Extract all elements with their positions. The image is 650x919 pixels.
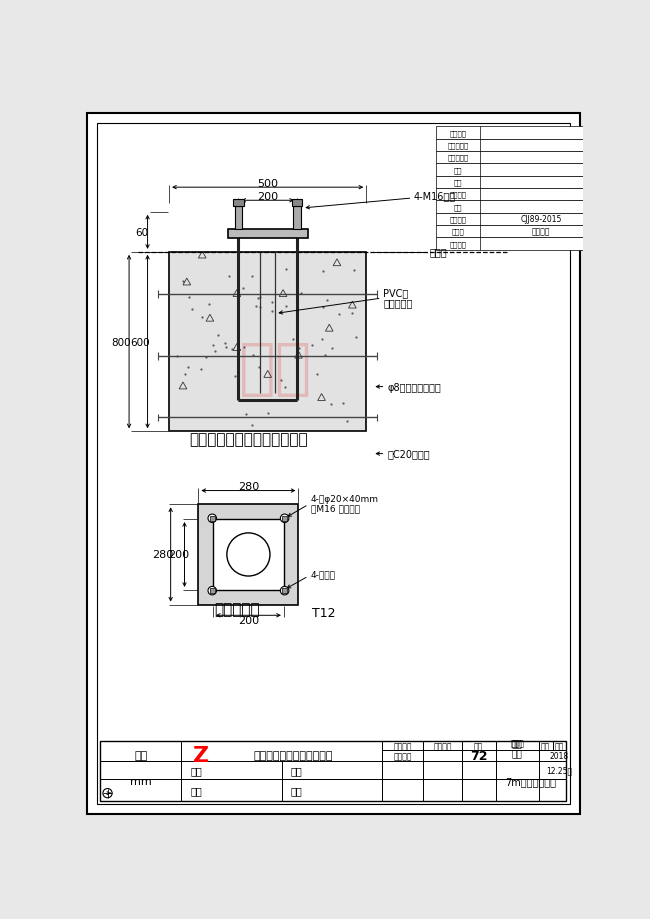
Text: 业务: 业务 bbox=[291, 766, 302, 776]
Text: 配M16 地脚螺栓: 配M16 地脚螺栓 bbox=[311, 504, 360, 513]
Bar bbox=[210, 588, 215, 594]
Text: 审定: 审定 bbox=[291, 785, 302, 795]
Text: 比例: 比例 bbox=[541, 741, 551, 750]
Text: 依据标准: 依据标准 bbox=[449, 216, 466, 222]
Ellipse shape bbox=[208, 515, 216, 523]
Text: T12: T12 bbox=[313, 606, 336, 619]
Text: 客户名称: 客户名称 bbox=[393, 741, 411, 750]
Bar bbox=[436, 201, 602, 213]
Text: 灯柱厚: 灯柱厚 bbox=[452, 229, 464, 235]
Text: 质量要求: 质量要求 bbox=[449, 191, 466, 199]
Text: PVC管: PVC管 bbox=[384, 288, 408, 298]
Bar bbox=[281, 516, 287, 522]
Bar bbox=[436, 152, 602, 165]
Text: 设计审核: 设计审核 bbox=[433, 741, 452, 750]
Text: 数量: 数量 bbox=[474, 741, 484, 750]
Text: 280: 280 bbox=[238, 482, 259, 492]
Text: 地平面: 地平面 bbox=[430, 247, 447, 256]
Text: 单位: 单位 bbox=[134, 750, 148, 760]
Text: 500: 500 bbox=[257, 178, 278, 188]
Text: 图纸
名称: 图纸 名称 bbox=[512, 740, 523, 759]
Bar bbox=[235, 207, 242, 230]
Text: 72: 72 bbox=[470, 749, 488, 762]
Text: 灯柱下口径: 灯柱下口径 bbox=[447, 154, 469, 161]
Ellipse shape bbox=[208, 586, 216, 596]
Text: 4-加强筋: 4-加强筋 bbox=[311, 570, 336, 579]
Text: 200: 200 bbox=[238, 615, 259, 625]
Bar bbox=[436, 238, 602, 250]
Bar bbox=[436, 226, 602, 238]
Text: 2018: 2018 bbox=[550, 751, 569, 760]
Bar bbox=[436, 140, 602, 152]
Text: 材料: 材料 bbox=[454, 167, 462, 174]
Text: 7m路灯基础图纸: 7m路灯基础图纸 bbox=[506, 776, 556, 786]
Text: 4-M16螺杆: 4-M16螺杆 bbox=[414, 190, 456, 200]
Bar bbox=[436, 188, 602, 201]
Bar bbox=[292, 200, 302, 207]
Text: 七度照明: 七度照明 bbox=[532, 227, 551, 236]
Text: 12.25日: 12.25日 bbox=[547, 766, 573, 775]
Text: mm: mm bbox=[130, 776, 151, 786]
Text: 4-孔φ20×40mm: 4-孔φ20×40mm bbox=[311, 494, 379, 504]
Text: φ8圆钢与主笼链接: φ8圆钢与主笼链接 bbox=[387, 382, 441, 392]
Text: 客户: 客户 bbox=[190, 766, 202, 776]
Text: Z: Z bbox=[193, 745, 209, 766]
Bar bbox=[436, 213, 602, 226]
Text: 280: 280 bbox=[152, 550, 174, 560]
Text: 规范等级: 规范等级 bbox=[449, 130, 466, 137]
Text: 情况: 情况 bbox=[454, 204, 462, 210]
Bar bbox=[169, 253, 366, 432]
Text: 七度: 七度 bbox=[239, 340, 312, 399]
Text: 200: 200 bbox=[257, 192, 278, 202]
Bar bbox=[210, 516, 215, 522]
Bar bbox=[281, 588, 287, 594]
Bar bbox=[233, 200, 244, 207]
Bar bbox=[227, 230, 307, 239]
Bar bbox=[436, 165, 602, 176]
Text: 工程名称: 工程名称 bbox=[393, 751, 411, 760]
Text: 漆序: 漆序 bbox=[454, 179, 462, 186]
Text: 支管日期: 支管日期 bbox=[449, 241, 466, 247]
Bar bbox=[198, 505, 298, 605]
Text: 东莞七度照明科技有限公司: 东莞七度照明科技有限公司 bbox=[254, 751, 333, 761]
Text: CJJ89-2015: CJJ89-2015 bbox=[521, 215, 562, 224]
Bar bbox=[293, 207, 301, 230]
Text: 60: 60 bbox=[135, 228, 148, 238]
Bar bbox=[436, 127, 602, 140]
Text: 施工图: 施工图 bbox=[510, 739, 524, 748]
Text: 800: 800 bbox=[112, 337, 131, 347]
Text: 灯柱上口径: 灯柱上口径 bbox=[447, 142, 469, 149]
Ellipse shape bbox=[280, 586, 289, 596]
Circle shape bbox=[227, 533, 270, 576]
Text: 法兰尺寸图: 法兰尺寸图 bbox=[214, 601, 260, 616]
Bar bbox=[436, 176, 602, 188]
Text: 设计: 设计 bbox=[190, 785, 202, 795]
Text: 日期: 日期 bbox=[555, 741, 564, 750]
Text: 砼C20混凝土: 砼C20混凝土 bbox=[387, 449, 430, 460]
Text: 内通电源线: 内通电源线 bbox=[384, 298, 413, 308]
Text: 600: 600 bbox=[130, 337, 150, 347]
Ellipse shape bbox=[280, 515, 289, 523]
Text: 200: 200 bbox=[168, 550, 189, 560]
Bar bbox=[213, 519, 284, 590]
Text: 预埋基础（看地面强度需要）: 预埋基础（看地面强度需要） bbox=[189, 432, 307, 447]
Bar bbox=[100, 741, 566, 801]
